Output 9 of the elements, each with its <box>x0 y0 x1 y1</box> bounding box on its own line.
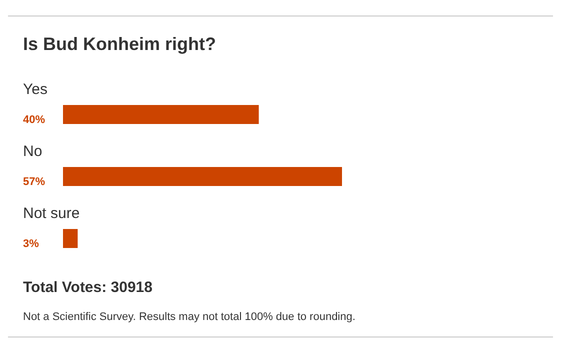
data-label: 3% <box>23 238 40 250</box>
y-tick-label: Yes <box>23 81 48 98</box>
text: Total Votes: 30918 <box>23 279 152 296</box>
data-label: 57% <box>23 176 46 188</box>
text: Not a Scientific Survey. Results may not total 100% due to rounding. <box>23 311 356 323</box>
y-tick-label: Not sure <box>23 205 80 222</box>
y-tick-label: No <box>23 143 42 160</box>
chart-title: Is Bud Konheim right? <box>23 34 216 54</box>
data-label: 40% <box>23 114 46 126</box>
